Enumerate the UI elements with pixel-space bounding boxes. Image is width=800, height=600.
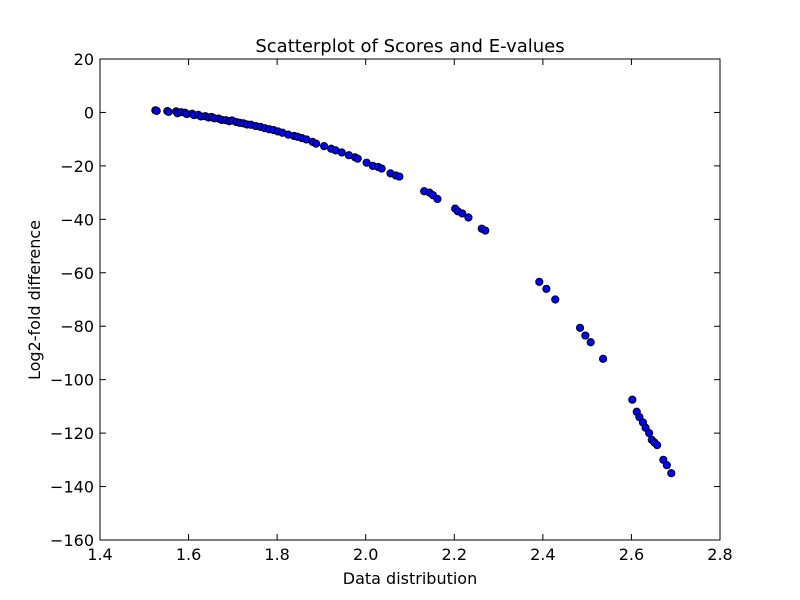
- x-tick-label: 1.8: [264, 545, 289, 564]
- data-point: [164, 107, 173, 117]
- x-tick-label: 2.0: [353, 545, 378, 564]
- x-axis-label: Data distribution: [343, 569, 477, 588]
- data-point: [362, 158, 371, 167]
- data-point: [395, 172, 404, 181]
- y-axis-label: Log2-fold difference: [25, 220, 44, 380]
- data-point: [542, 284, 551, 293]
- y-tick-label: −60: [60, 264, 94, 283]
- data-point: [581, 331, 590, 340]
- y-tick-label: 0: [84, 103, 94, 122]
- data-point: [377, 164, 386, 173]
- chart-title: Scatterplot of Scores and E-values: [255, 36, 564, 57]
- y-tick-label: −40: [60, 210, 94, 229]
- x-tick-label: 2.2: [442, 545, 467, 564]
- data-point: [353, 154, 362, 163]
- x-tick-label: 2.6: [619, 545, 644, 564]
- data-point: [598, 354, 608, 363]
- data-point: [458, 209, 467, 218]
- data-point: [662, 461, 671, 470]
- y-tick-label: −80: [60, 317, 94, 336]
- axis-ticks: 1.4 1.6 1.8 2.0 2.2 2.4 2.6 2.8 20 0 −20 −40 −60 −80 −…: [50, 50, 733, 564]
- data-point: [575, 323, 585, 332]
- data-point: [653, 441, 662, 450]
- data-point: [337, 148, 346, 157]
- x-tick-label: 2.4: [530, 545, 555, 564]
- data-point: [645, 429, 654, 438]
- x-tick-label: 2.8: [707, 545, 732, 564]
- y-tick-label: −140: [50, 478, 94, 497]
- data-point: [481, 226, 490, 235]
- x-tick-label: 1.6: [176, 545, 201, 564]
- y-tick-label: −120: [50, 424, 94, 443]
- data-point: [312, 139, 321, 148]
- plot-area-frame: [99, 58, 721, 541]
- data-points: [151, 106, 676, 478]
- data-point: [319, 142, 329, 151]
- data-point: [667, 469, 676, 478]
- data-point: [628, 395, 637, 404]
- y-tick-label: 20: [74, 50, 94, 69]
- y-tick-label: −100: [50, 371, 94, 390]
- data-point: [535, 277, 544, 286]
- data-point: [551, 295, 560, 304]
- y-tick-label: −160: [50, 531, 94, 550]
- y-tick-label: −20: [60, 157, 94, 176]
- data-point: [152, 106, 161, 115]
- x-tick-label: 1.4: [87, 545, 112, 564]
- data-point: [586, 338, 595, 347]
- data-point: [433, 194, 442, 204]
- data-point: [464, 213, 473, 222]
